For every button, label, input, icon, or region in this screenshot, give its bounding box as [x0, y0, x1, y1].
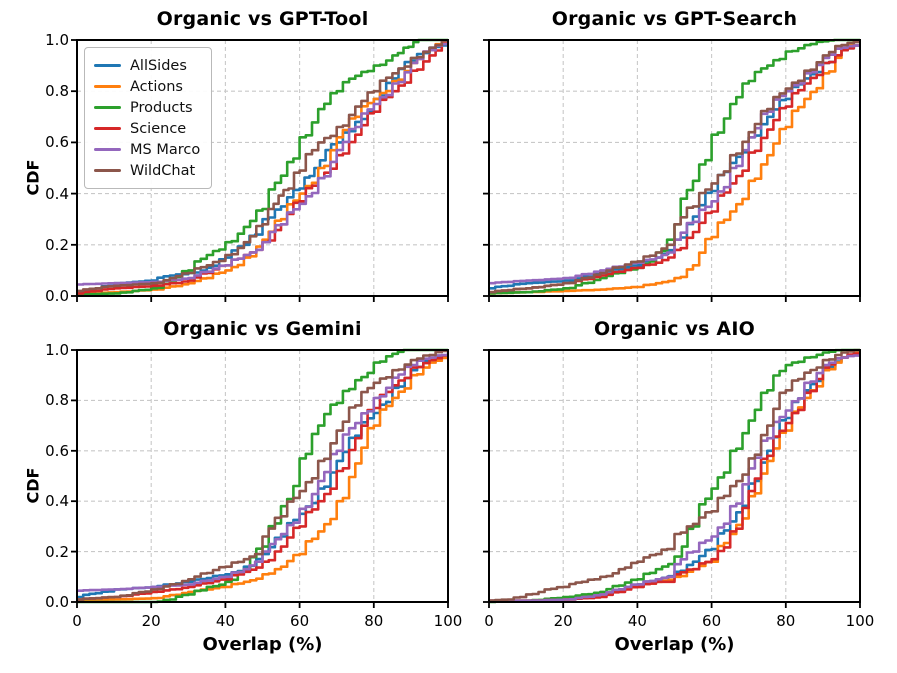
subplot-title: Organic vs GPT-Tool — [156, 8, 369, 30]
legend-item-actions: Actions — [94, 76, 200, 97]
legend-line-swatch — [94, 168, 121, 173]
x-axis-label: Overlap (%) — [614, 634, 735, 655]
x-axis-label: Overlap (%) — [202, 634, 323, 655]
legend-item-science: Science — [94, 118, 200, 139]
legend-line-swatch — [94, 63, 121, 68]
y-tick-label: 0.0 — [45, 287, 69, 305]
y-tick-label: 0.0 — [45, 593, 69, 611]
x-tick-label: 0 — [484, 612, 494, 630]
subplot-title: Organic vs AIO — [594, 318, 755, 340]
y-tick-label: 1.0 — [45, 341, 69, 359]
legend-line-swatch — [94, 105, 121, 110]
plot-canvas — [483, 348, 861, 608]
legend-label: WildChat — [130, 162, 196, 179]
x-tick-label: 20 — [553, 612, 573, 630]
plot-canvas — [71, 348, 449, 608]
series-line-products — [489, 38, 860, 295]
legend-item-products: Products — [94, 97, 200, 118]
series-line-actions — [489, 39, 861, 295]
y-tick-label: 1.0 — [45, 31, 69, 49]
subplot-organic-vs-aio: Organic vs AIO Overlap (%) 0 20 40 60 80 100 — [483, 318, 874, 655]
subplot-organic-vs-gpt-search: Organic vs GPT-Search — [483, 8, 861, 302]
subplot-organic-vs-gpt-tool: Organic vs GPT-Tool CDF AllSides Actions P… — [24, 8, 449, 305]
x-tick-label: 80 — [364, 612, 384, 630]
series-line-wildchat — [489, 40, 861, 294]
series-line-wildchat — [77, 39, 449, 293]
legend-item-ms-marco: MS Marco — [94, 139, 200, 160]
series-line-actions — [77, 356, 449, 602]
y-tick-label: 0.6 — [45, 133, 69, 152]
y-tick-label: 0.8 — [45, 391, 69, 410]
x-tick-label: 60 — [290, 612, 310, 630]
series-line-ms-marco — [77, 42, 449, 286]
legend-label: AllSides — [130, 57, 187, 74]
y-tick-label: 0.2 — [45, 235, 69, 254]
legend-item-allsides: AllSides — [94, 55, 200, 76]
series-line-products — [77, 348, 448, 604]
series-line-products — [77, 38, 448, 296]
plot-canvas — [71, 38, 449, 302]
y-tick-label: 0.4 — [45, 184, 69, 203]
legend-label: Science — [130, 120, 187, 137]
x-tick-label: 40 — [215, 612, 235, 630]
legend-line-swatch — [94, 84, 121, 89]
subplot-organic-vs-gemini: Organic vs Gemini CDF Overlap (%) 0.0 0.2… — [24, 318, 463, 655]
x-tick-label: 100 — [845, 612, 875, 630]
x-tick-label: 80 — [776, 612, 796, 630]
legend-label: Actions — [130, 78, 183, 95]
x-tick-label: 60 — [702, 612, 722, 630]
y-tick-label: 0.6 — [45, 441, 69, 460]
y-tick-label: 0.4 — [45, 492, 69, 511]
legend-label: Products — [130, 99, 193, 116]
series-line-wildchat — [77, 349, 449, 601]
legend: AllSides Actions Products Science MS Marco Wi… — [84, 47, 213, 189]
series-line-wildchat — [489, 348, 861, 602]
legend-line-swatch — [94, 147, 121, 152]
x-tick-label: 100 — [433, 612, 463, 630]
x-tick-label: 20 — [141, 612, 161, 630]
subplot-title: Organic vs GPT-Search — [551, 8, 798, 30]
y-tick-label: 0.8 — [45, 82, 69, 101]
subplot-title: Organic vs Gemini — [163, 318, 362, 340]
legend-item-wildchat: WildChat — [94, 160, 200, 181]
x-tick-label: 40 — [627, 612, 647, 630]
y-tick-label: 0.2 — [45, 542, 69, 561]
legend-line-swatch — [94, 126, 121, 131]
series-line-products — [489, 348, 860, 604]
legend-label: MS Marco — [130, 141, 201, 158]
series-line-ms-marco — [489, 354, 861, 602]
x-tick-label: 0 — [72, 612, 82, 630]
plot-canvas — [483, 38, 861, 302]
